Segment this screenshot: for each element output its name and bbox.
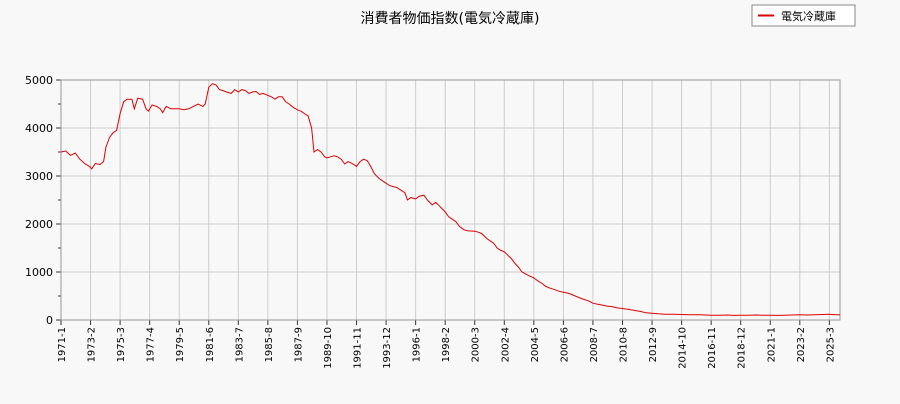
chart-title: 消費者物価指数(電気冷蔵庫) <box>361 10 540 27</box>
x-tick-label: 1977-4 <box>146 327 157 362</box>
x-tick-label: 2016-11 <box>707 327 718 369</box>
x-tick-label: 2010-8 <box>618 327 629 362</box>
legend: 電気冷蔵庫 <box>751 4 856 27</box>
x-tick-label: 2004-5 <box>530 327 541 362</box>
y-tick-label: 4000 <box>25 122 53 135</box>
y-tick-label: 3000 <box>25 170 53 183</box>
legend-label: 電気冷蔵庫 <box>781 9 836 23</box>
legend-box <box>751 4 856 27</box>
x-tick-label: 2023-2 <box>796 327 807 362</box>
x-tick-label: 2014-10 <box>678 327 689 369</box>
x-tick-label: 1996-1 <box>412 327 423 362</box>
x-tick-label: 1971-1 <box>57 327 68 362</box>
x-tick-label: 1979-5 <box>175 327 186 362</box>
y-tick-label: 5000 <box>25 74 53 87</box>
x-tick-label: 1987-9 <box>293 327 304 362</box>
x-tick-label: 1985-8 <box>264 327 275 362</box>
x-tick-label: 1975-3 <box>116 327 127 362</box>
x-tick-label: 1989-10 <box>323 327 334 369</box>
y-tick-label: 0 <box>46 314 53 327</box>
y-tick-label: 1000 <box>25 266 53 279</box>
x-tick-label: 1983-7 <box>234 327 245 362</box>
x-tick-label: 2018-12 <box>737 327 748 369</box>
x-tick-label: 2000-3 <box>471 327 482 362</box>
x-tick-label: 1981-6 <box>205 327 216 362</box>
y-tick-label: 2000 <box>25 218 53 231</box>
x-tick-label: 2012-9 <box>648 327 659 362</box>
x-tick-label: 2025-3 <box>825 327 836 362</box>
x-axis: 1971-1 1973-2 1975-3 1977-4 1979-5 1981-6 1983… <box>57 320 836 369</box>
series-line-電気冷蔵庫 <box>60 83 840 316</box>
y-axis: 0 1000 2000 3000 4000 5000 <box>25 74 61 327</box>
grid <box>60 79 840 321</box>
plot-frame <box>60 79 841 321</box>
x-tick-label: 1973-2 <box>87 327 98 362</box>
x-tick-label: 1991-11 <box>353 327 364 369</box>
x-tick-label: 1998-2 <box>441 327 452 362</box>
x-tick-label: 2008-7 <box>589 327 600 362</box>
x-tick-label: 2021-1 <box>766 327 777 362</box>
x-tick-label: 1993-12 <box>382 327 393 369</box>
x-tick-label: 2006-6 <box>559 327 570 362</box>
x-tick-label: 2002-4 <box>500 327 511 362</box>
